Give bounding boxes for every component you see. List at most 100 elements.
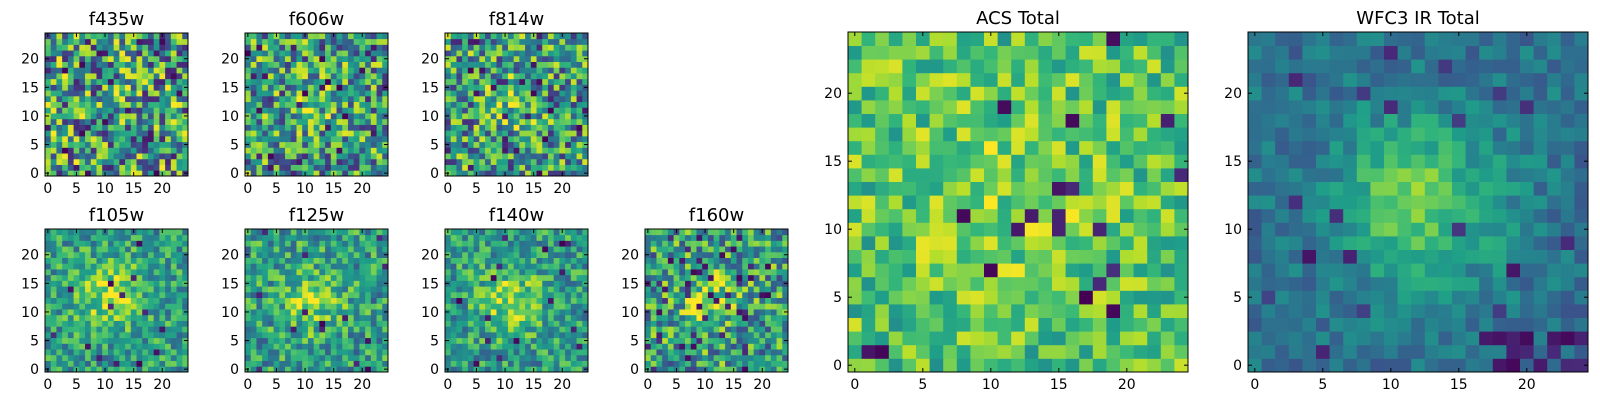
heatmap-cell [67, 280, 74, 287]
heatmap-cell [267, 61, 274, 68]
heatmap-cell [1011, 195, 1026, 210]
heatmap-cell [262, 354, 269, 361]
heatmap-cell [262, 78, 269, 85]
heatmap-cell [467, 78, 474, 85]
heatmap-cell [984, 317, 998, 332]
heatmap-cell [576, 303, 583, 310]
heatmap-cell [473, 269, 480, 276]
heatmap-cell [753, 263, 760, 270]
y-tick-label: 5 [30, 334, 39, 350]
heatmap-cell [376, 33, 383, 40]
heatmap-cell [502, 141, 509, 148]
heatmap-cell [45, 331, 52, 339]
heatmap-cell [342, 314, 349, 321]
heatmap-cell [353, 343, 360, 350]
heatmap-cell [176, 50, 183, 57]
heatmap-cell [490, 38, 497, 45]
heatmap-cell [359, 251, 366, 258]
heatmap-cell [742, 280, 749, 287]
heatmap-cell [902, 208, 917, 223]
heatmap-cell [570, 331, 577, 339]
heatmap-cell [347, 366, 355, 373]
heatmap-cell [336, 320, 343, 327]
heatmap-cell [559, 78, 566, 85]
heatmap-cell [290, 78, 297, 85]
heatmap-cell [570, 360, 577, 367]
heatmap-cell [45, 101, 52, 108]
heatmap-cell [136, 101, 143, 108]
heatmap-cell [570, 251, 577, 258]
heatmap-cell [753, 274, 760, 281]
heatmap-cell [45, 246, 52, 253]
heatmap-cell [365, 354, 372, 361]
heatmap-cell [279, 331, 286, 339]
heatmap-cell [130, 158, 137, 165]
heatmap-cell [56, 286, 63, 293]
heatmap-cell [136, 331, 143, 339]
heatmap-cell [296, 257, 303, 264]
heatmap-cell [319, 343, 326, 350]
heatmap-cell [273, 320, 280, 327]
heatmap-cell [656, 360, 663, 367]
heatmap-cell [147, 366, 155, 373]
heatmap-cell [279, 280, 286, 287]
heatmap-cell [176, 84, 183, 91]
heatmap-cell [153, 274, 160, 281]
heatmap-cell [365, 135, 372, 143]
heatmap-cell [382, 269, 389, 276]
heatmap-cell [1065, 344, 1080, 359]
heatmap-cell [929, 358, 944, 373]
heatmap-cell [875, 276, 890, 291]
heatmap-cell [136, 240, 143, 247]
heatmap-cell [507, 141, 515, 148]
heatmap-cell [285, 286, 292, 293]
heatmap-cell [353, 291, 360, 299]
heatmap-cell [245, 101, 252, 108]
heatmap-cell [467, 107, 474, 114]
heatmap-cell [67, 297, 74, 304]
heatmap-cell [313, 320, 320, 327]
heatmap-cell [570, 303, 577, 310]
heatmap-cell [325, 354, 332, 361]
heatmap-cell [313, 55, 320, 62]
heatmap-cell [582, 135, 589, 143]
heatmap-cell [296, 141, 303, 148]
heatmap-cell [325, 337, 332, 344]
heatmap-cell [325, 73, 332, 80]
heatmap-cell [690, 326, 697, 333]
heatmap-cell [582, 164, 589, 171]
heatmap-cell [1160, 344, 1175, 359]
heatmap-cell [56, 141, 63, 148]
heatmap-cell [376, 280, 383, 287]
heatmap-cell [1160, 290, 1175, 305]
heatmap-cell [342, 309, 349, 316]
heatmap-cell [245, 263, 252, 270]
heatmap-cell [519, 229, 526, 236]
heatmap-cell [285, 314, 292, 321]
y-tick-label: 15 [21, 276, 39, 292]
heatmap-cell [742, 326, 749, 333]
heatmap-cell [450, 240, 457, 247]
heatmap-cell [685, 349, 692, 356]
heatmap-cell [496, 141, 503, 148]
heatmap-cell [725, 280, 732, 287]
heatmap-cell [956, 331, 971, 346]
heatmap-cell [479, 164, 486, 171]
heatmap-cell [113, 113, 120, 120]
heatmap-cell [861, 222, 876, 237]
heatmap-cell [473, 251, 480, 258]
heatmap-cell [736, 257, 743, 264]
heatmap-cell [445, 354, 452, 361]
heatmap-cell [182, 354, 189, 361]
heatmap-cell [330, 263, 337, 270]
heatmap-cell [170, 240, 177, 247]
heatmap-cell [347, 101, 355, 108]
heatmap-cell [776, 240, 783, 247]
heatmap-cell [45, 297, 52, 304]
heatmap-cell [170, 73, 177, 80]
heatmap-cell [673, 263, 680, 270]
heatmap-cell [479, 337, 486, 344]
heatmap-cell [576, 158, 583, 165]
heatmap-cell [530, 314, 537, 321]
